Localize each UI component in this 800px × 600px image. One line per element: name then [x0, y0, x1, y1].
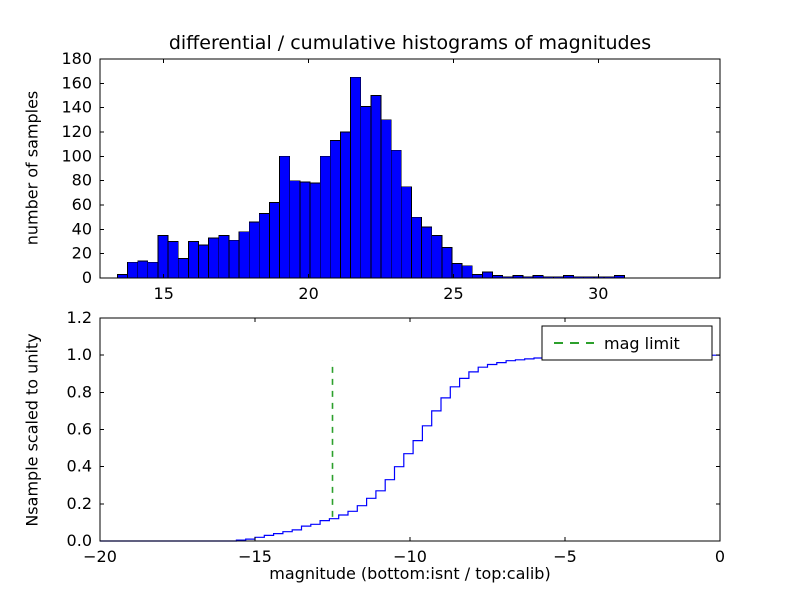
- histogram-bar: [431, 235, 443, 279]
- x-tick-label: 15: [154, 284, 174, 303]
- legend: mag limit: [541, 325, 713, 361]
- x-tick-label: 25: [443, 284, 463, 303]
- y-tick-label: 80: [72, 171, 92, 190]
- y-tick-label: 1.2: [67, 308, 92, 327]
- histogram-bar: [390, 149, 402, 279]
- histogram-bar: [340, 131, 352, 279]
- histogram-bar: [167, 241, 179, 279]
- histogram-bar: [258, 213, 270, 279]
- histogram-bar: [360, 106, 372, 279]
- axes-frame: [99, 58, 721, 279]
- y-tick-label: 40: [72, 219, 92, 238]
- histogram-bar: [400, 186, 412, 279]
- histogram-bar: [482, 271, 493, 279]
- top-y-axis-label: number of samples: [22, 90, 42, 246]
- histogram-bar: [116, 273, 128, 279]
- y-tick-label: 60: [72, 195, 92, 214]
- histogram-bar: [411, 216, 422, 279]
- histogram-bar: [279, 155, 291, 279]
- y-tick-label: 0.6: [67, 420, 92, 439]
- y-tick-label: 0.0: [67, 531, 92, 550]
- histogram-bar: [248, 221, 260, 279]
- y-tick-label: 0.8: [67, 382, 92, 401]
- y-tick-label: 0.4: [67, 457, 92, 476]
- x-tick-label: −20: [83, 547, 117, 566]
- x-tick-label: −15: [238, 547, 272, 566]
- histogram-bar: [289, 180, 301, 279]
- y-tick-label: 160: [61, 73, 92, 92]
- bottom-x-axis-label: magnitude (bottom:isnt / top:calib): [269, 564, 551, 583]
- x-tick-label: −5: [553, 547, 577, 566]
- histogram-bar: [238, 231, 250, 279]
- y-tick-label: 120: [61, 122, 92, 141]
- histogram-bar: [319, 155, 331, 279]
- histogram-bar: [329, 140, 341, 279]
- bottom-y-axis-label: Nsample scaled to unity: [22, 333, 42, 527]
- y-tick-label: 0: [82, 268, 92, 287]
- histogram-bar: [208, 237, 220, 279]
- histogram-bar: [127, 261, 139, 279]
- histogram-bar: [157, 235, 169, 279]
- cumulative-step-line: [100, 354, 720, 542]
- histogram-bar: [299, 181, 311, 279]
- histogram-bar: [198, 244, 210, 279]
- y-tick-label: 140: [61, 98, 92, 117]
- histogram-bar: [309, 182, 321, 279]
- x-tick-label: 20: [298, 284, 318, 303]
- y-tick-label: 20: [72, 244, 92, 263]
- histogram-bar: [370, 95, 382, 279]
- y-tick-label: 180: [61, 49, 92, 68]
- y-tick-label: 0.2: [67, 494, 92, 513]
- histogram-bar: [269, 202, 281, 279]
- top-subplot: 15 20 25 30 0 20 40 60 80 100 120 140 160 180: [61, 49, 721, 303]
- y-tick-label: 1.0: [67, 345, 92, 364]
- histogram-bar: [471, 273, 483, 279]
- histogram-bar: [421, 226, 433, 279]
- histogram-bar: [350, 76, 362, 279]
- histogram-bar: [218, 235, 230, 279]
- y-tick-label: 100: [61, 146, 92, 165]
- figure-title: differential / cumulative histograms of …: [168, 32, 652, 54]
- histogram-bar: [147, 261, 159, 279]
- histogram-bar: [228, 239, 240, 279]
- histogram-bar: [137, 260, 149, 279]
- histogram-bar: [187, 241, 199, 279]
- histogram-bar: [441, 247, 453, 279]
- x-tick-label: 30: [588, 284, 608, 303]
- histogram-bar: [177, 258, 189, 279]
- legend-label: mag limit: [604, 334, 680, 353]
- histogram-bar: [461, 265, 473, 279]
- bottom-subplot: −20 −15 −10 −5 0 0.0 0.2 0.4 0.6 0.8 1.0 1.2 mag lim…: [67, 308, 726, 566]
- histogram-bar: [380, 119, 392, 279]
- x-tick-label: −10: [393, 547, 427, 566]
- x-tick-label: 0: [715, 547, 725, 566]
